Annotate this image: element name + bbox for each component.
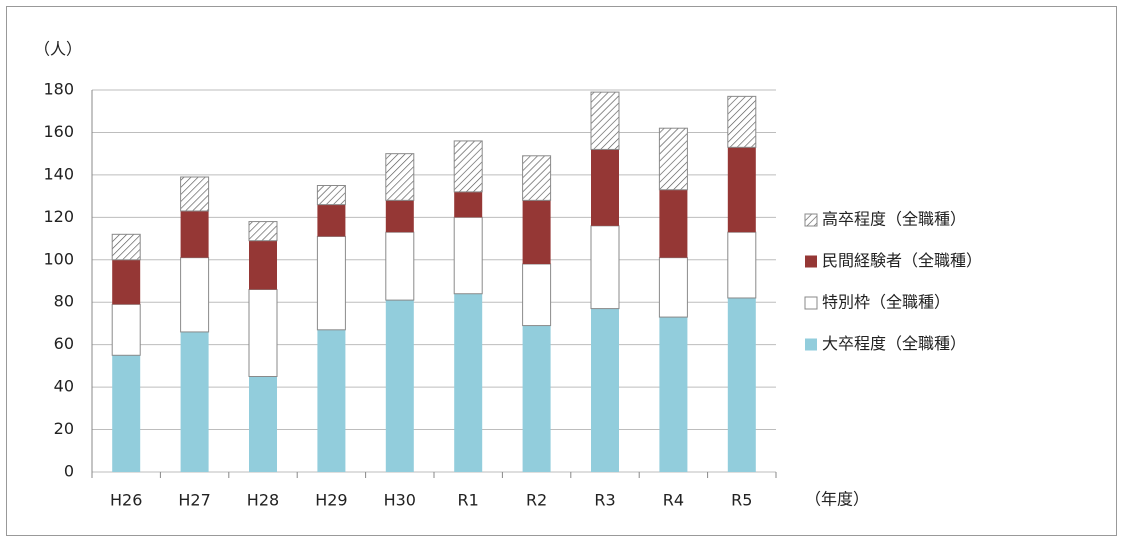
bar-segment (316, 185, 346, 206)
bar-segment (316, 235, 346, 331)
y-tick-label: 60 (54, 334, 74, 353)
y-tick-label: 40 (54, 377, 74, 396)
bar-segment (522, 263, 552, 327)
y-tick-label: 0 (64, 462, 74, 481)
frame (6, 6, 1117, 536)
x-tick-label: H26 (110, 491, 142, 510)
bar-segment (180, 331, 209, 472)
bar-segment (453, 216, 483, 295)
bar-segment (385, 200, 414, 233)
x-tick-label: R2 (526, 491, 547, 510)
bar-segment (727, 297, 756, 472)
bar-segment (727, 231, 757, 299)
bar-segment (659, 317, 688, 472)
y-tick-label: 180 (43, 80, 74, 99)
x-tick-label: H28 (247, 491, 279, 510)
legend-label: 特別枠（全職種） (822, 293, 950, 312)
legend-label: 高卒程度（全職種） (822, 210, 966, 229)
y-tick-label: 120 (43, 207, 74, 226)
legend-swatch (804, 213, 818, 227)
x-axis-label: （年度） (805, 490, 869, 509)
legend-label: 民間経験者（全職種） (822, 251, 982, 270)
x-tick-label: H29 (315, 491, 347, 510)
bar-segment (248, 288, 278, 377)
y-tick-label: 140 (43, 164, 74, 183)
legend-label: 大卒程度（全職種） (822, 334, 966, 353)
y-tick-label: 20 (54, 419, 74, 438)
legend-swatch (804, 296, 818, 310)
x-tick-label: H27 (178, 491, 210, 510)
bar-segment (112, 355, 141, 472)
bar-segment (454, 191, 483, 218)
bar-segment (658, 257, 688, 318)
bar-segment (249, 240, 277, 290)
bar-segment (522, 200, 551, 265)
bar-segment (727, 147, 756, 233)
bar-segment (591, 149, 619, 226)
y-tick-label: 160 (43, 122, 74, 141)
bar-segment (248, 221, 278, 242)
bar-segment (111, 233, 141, 261)
bar-segment (453, 140, 483, 193)
y-tick-label: 80 (54, 292, 74, 311)
bar-segment (385, 153, 415, 201)
x-tick-label: H30 (384, 491, 416, 510)
bar-segment (522, 155, 552, 201)
bar-segment (454, 293, 483, 472)
bar-segment (522, 325, 551, 472)
y-axis-label: （人） (34, 40, 82, 59)
bar-segment (317, 329, 346, 472)
bar-segment (180, 176, 210, 212)
y-tick-label: 100 (43, 249, 74, 268)
bar-segment (659, 189, 688, 258)
x-tick-label: R4 (663, 491, 684, 510)
bar-segment (727, 95, 757, 148)
bar-segment (249, 376, 277, 472)
legend-swatch (805, 255, 817, 268)
bar-segment (590, 91, 620, 150)
bar-segment (112, 259, 141, 305)
bar-segment (658, 127, 688, 191)
bar-segment (317, 204, 346, 237)
bar-segment (385, 300, 414, 472)
x-tick-label: R1 (458, 491, 479, 510)
bar-segment (385, 231, 415, 301)
bar-segment (180, 210, 209, 258)
bar-segment (111, 303, 141, 356)
x-tick-label: R3 (594, 491, 615, 510)
bar-segment (180, 257, 210, 333)
bar-segment (590, 225, 620, 310)
x-tick-label: R5 (731, 491, 752, 510)
bar-segment (591, 308, 619, 472)
legend-swatch (805, 338, 817, 351)
